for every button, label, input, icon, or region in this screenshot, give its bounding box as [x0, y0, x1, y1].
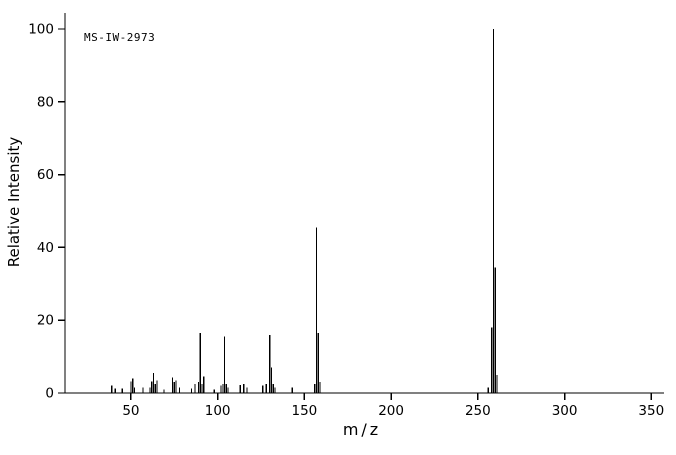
y-ticks: 0 20 40 60 80 100	[28, 22, 65, 402]
x-tick-label: 100	[205, 403, 231, 419]
x-axis-title: m/z	[342, 420, 382, 439]
x-tick-label: 250	[465, 403, 491, 419]
x-tick-label: 350	[638, 403, 664, 419]
y-tick-label: 80	[37, 94, 54, 110]
y-tick-label: 60	[37, 167, 54, 183]
y-tick-label: 100	[28, 22, 54, 38]
x-tick-label: 50	[122, 403, 139, 419]
x-ticks: 50 100 150 200 250 300 350	[122, 393, 664, 419]
y-tick-label: 40	[37, 240, 54, 256]
peaks	[111, 29, 498, 393]
x-tick-label: 150	[291, 403, 317, 419]
axes	[64, 13, 664, 394]
y-tick-label: 20	[37, 313, 54, 329]
y-axis-title: Relative Intensity	[5, 136, 23, 268]
x-tick-label: 300	[552, 403, 578, 419]
x-tick-label: 200	[378, 403, 404, 419]
y-tick-label: 0	[45, 386, 54, 402]
spectrum-id-label: MS-IW-2973	[84, 31, 156, 44]
